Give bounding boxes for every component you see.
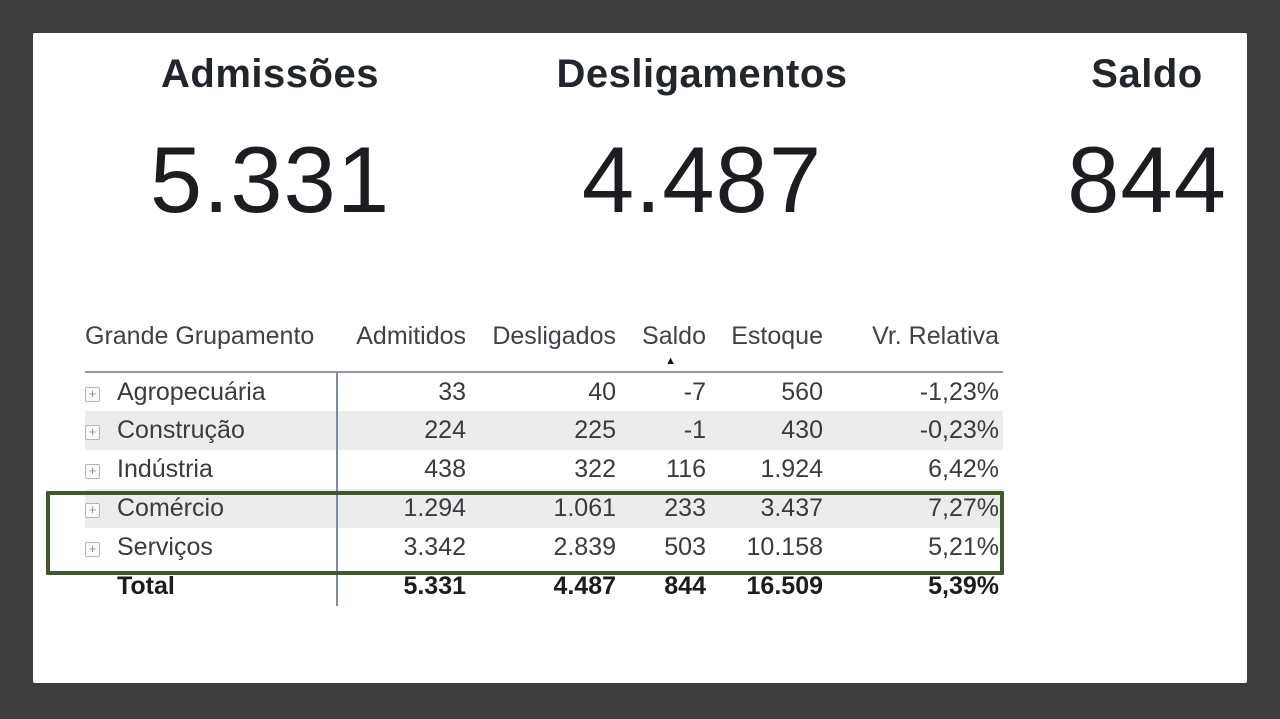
row-cell-vr_relativa[interactable]: 7,27% bbox=[928, 494, 999, 522]
kpi-label: Admissões bbox=[161, 52, 379, 96]
row-cell-desligados[interactable]: 1.061 bbox=[553, 494, 616, 522]
row-group-cell[interactable]: + Construção bbox=[85, 411, 338, 450]
row-cell-desligados[interactable]: 225 bbox=[574, 416, 616, 444]
matrix-total-row: Total 5.331 4.487 844 16.509 5,39% bbox=[85, 567, 1003, 606]
column-header-admitidos[interactable]: Admitidos bbox=[337, 320, 470, 373]
row-cell-saldo[interactable]: 503 bbox=[664, 533, 706, 561]
row-cell-saldo[interactable]: 233 bbox=[664, 494, 706, 522]
table-row: + Serviços 3.342 2.839 503 10.158 5,21% bbox=[85, 528, 1003, 567]
row-group-cell[interactable]: + Indústria bbox=[85, 450, 338, 489]
total-desligados: 4.487 bbox=[553, 572, 616, 600]
column-header-vr-relativa[interactable]: Vr. Relativa bbox=[827, 320, 1003, 373]
row-cell-desligados[interactable]: 40 bbox=[588, 377, 616, 406]
row-cell-saldo[interactable]: -7 bbox=[683, 377, 706, 406]
expand-icon[interactable]: + bbox=[85, 425, 100, 440]
row-cell-vr_relativa[interactable]: 6,42% bbox=[928, 455, 999, 483]
matrix-body: + Agropecuária 33 40 -7 560 -1,23% + Construção 2… bbox=[85, 372, 1003, 567]
kpi-value: 5.331 bbox=[149, 127, 391, 232]
table-row: + Comércio 1.294 1.061 233 3.437 7,27% bbox=[85, 489, 1003, 528]
column-header-label: Saldo bbox=[642, 322, 706, 350]
matrix-table: Grande Grupamento Admitidos Desligados S… bbox=[85, 320, 1003, 606]
row-cell-estoque[interactable]: 430 bbox=[781, 416, 823, 444]
kpi-label: Desligamentos bbox=[556, 52, 848, 96]
row-cell-desligados[interactable]: 322 bbox=[574, 455, 616, 483]
row-group-cell[interactable]: + Comércio bbox=[85, 489, 338, 528]
kpi-card-desligamentos: Desligamentos 4.487 bbox=[502, 52, 902, 230]
row-cell-vr_relativa[interactable]: 5,21% bbox=[928, 533, 999, 561]
row-cell-estoque[interactable]: 3.437 bbox=[760, 494, 823, 522]
column-header-saldo[interactable]: Saldo ▲ bbox=[620, 320, 710, 373]
matrix-header: Grande Grupamento Admitidos Desligados S… bbox=[85, 320, 1003, 373]
row-cell-saldo[interactable]: -1 bbox=[683, 416, 706, 444]
expand-icon[interactable]: + bbox=[85, 542, 100, 557]
row-group-cell[interactable]: + Serviços bbox=[85, 528, 338, 567]
total-estoque: 16.509 bbox=[746, 572, 823, 600]
row-group-label: Construção bbox=[117, 416, 245, 444]
row-cell-desligados[interactable]: 2.839 bbox=[553, 533, 616, 561]
total-admitidos: 5.331 bbox=[403, 572, 466, 600]
report-panel: Admissões 5.331 Desligamentos 4.487 Sald… bbox=[33, 33, 1247, 683]
table-row: + Indústria 438 322 116 1.924 6,42% bbox=[85, 450, 1003, 489]
row-cell-estoque[interactable]: 10.158 bbox=[746, 533, 823, 561]
kpi-card-admissoes: Admissões 5.331 bbox=[70, 52, 470, 230]
row-cell-admitidos[interactable]: 224 bbox=[424, 416, 466, 444]
table-row: + Construção 224 225 -1 430 -0,23% bbox=[85, 411, 1003, 450]
column-header-estoque[interactable]: Estoque bbox=[710, 320, 827, 373]
total-saldo: 844 bbox=[664, 572, 706, 600]
row-cell-saldo[interactable]: 116 bbox=[666, 455, 706, 483]
kpi-label: Saldo bbox=[1091, 52, 1203, 96]
sort-ascending-icon[interactable]: ▲ bbox=[665, 355, 676, 367]
table-row: + Agropecuária 33 40 -7 560 -1,23% bbox=[85, 372, 1003, 411]
row-group-label: Agropecuária bbox=[117, 377, 266, 406]
row-group-cell[interactable]: + Agropecuária bbox=[85, 372, 338, 411]
row-cell-estoque[interactable]: 560 bbox=[781, 377, 823, 406]
row-cell-admitidos[interactable]: 438 bbox=[424, 455, 466, 483]
column-header-desligados[interactable]: Desligados bbox=[470, 320, 620, 373]
row-cell-vr_relativa[interactable]: -1,23% bbox=[919, 377, 999, 406]
row-cell-admitidos[interactable]: 3.342 bbox=[403, 533, 466, 561]
total-vr-relativa: 5,39% bbox=[928, 572, 999, 600]
column-header-grande-grupamento[interactable]: Grande Grupamento bbox=[85, 320, 337, 373]
row-group-label: Serviços bbox=[117, 533, 213, 561]
row-cell-admitidos[interactable]: 33 bbox=[438, 377, 466, 406]
expand-icon[interactable]: + bbox=[85, 464, 100, 479]
total-label-cell: Total bbox=[85, 567, 338, 606]
row-cell-estoque[interactable]: 1.924 bbox=[760, 455, 823, 483]
kpi-value: 4.487 bbox=[581, 127, 823, 232]
row-group-label: Comércio bbox=[117, 494, 224, 522]
kpi-value: 844 bbox=[1067, 127, 1227, 232]
expand-icon[interactable]: + bbox=[85, 503, 100, 518]
kpi-card-saldo: Saldo 844 bbox=[1047, 52, 1247, 230]
row-group-label: Indústria bbox=[117, 455, 213, 483]
row-cell-admitidos[interactable]: 1.294 bbox=[403, 494, 466, 522]
expand-icon[interactable]: + bbox=[85, 386, 100, 402]
total-row: Total 5.331 4.487 844 16.509 5,39% bbox=[85, 567, 1003, 606]
row-cell-vr_relativa[interactable]: -0,23% bbox=[919, 416, 999, 444]
